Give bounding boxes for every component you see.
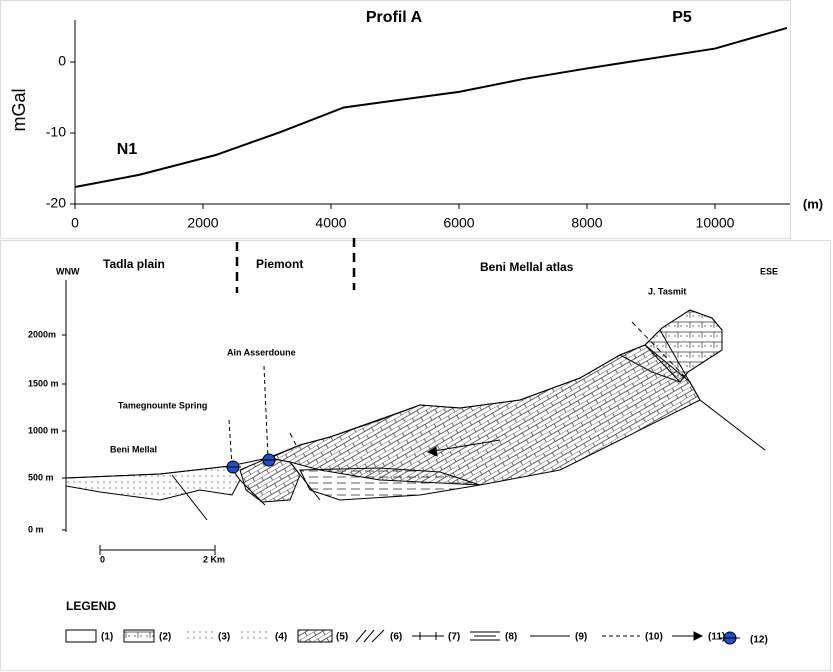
elevation-label: 1000 m [28, 425, 59, 435]
elevation-label: 2000m [28, 329, 56, 339]
x-tick-label: 8000 [571, 215, 602, 231]
spring-line [228, 419, 233, 467]
flow-arrow [427, 439, 501, 453]
legend-label: (10) [645, 632, 663, 643]
scale-label: 0 [100, 554, 105, 564]
fault [171, 461, 321, 521]
legend-label: (11) [708, 632, 725, 643]
zone-label: Piemont [256, 257, 303, 271]
legend-label: (12) [750, 635, 768, 646]
scale-label: 2 Km [203, 554, 225, 564]
direction-label: WNW [56, 266, 80, 276]
annotation: P5 [672, 9, 692, 26]
legend-label: (7) [448, 632, 460, 643]
zone-label: Tadla plain [103, 257, 165, 271]
legend-symbol [355, 629, 385, 643]
legend-symbol [183, 630, 213, 642]
legend-label: (3) [218, 632, 230, 643]
legend-symbol [470, 631, 500, 641]
x-tick-label: 0 [71, 215, 79, 231]
direction-label: ESE [760, 266, 778, 276]
legend-symbol [240, 630, 270, 642]
profile-line [74, 27, 788, 188]
legend [65, 629, 740, 645]
elevation-label: 0 m [28, 524, 44, 534]
y-tick-label: -20 [46, 195, 66, 211]
legend-symbol [297, 629, 333, 643]
x-tick-label: 6000 [443, 215, 474, 231]
fault [289, 321, 691, 446]
annotation: Profil A [366, 9, 423, 26]
chart-frame [0, 0, 791, 239]
legend-label: (5) [336, 632, 348, 643]
legend-label: (6) [390, 632, 402, 643]
legend-symbol [412, 632, 444, 640]
legend-label: (2) [159, 632, 171, 643]
x-axis-label: (m) [803, 196, 823, 211]
fault [659, 329, 766, 451]
profile-chart: Profil A P5 N1 mGal (m) -20 -10 0 0 2000 4000… [9, 9, 823, 230]
zone-label: Beni Mellal atlas [480, 260, 574, 274]
tasmit-unit [644, 309, 723, 383]
elevation-label: 500 m [28, 472, 54, 482]
y-tick-label: 0 [58, 53, 66, 69]
place-label: J. Tasmit [648, 286, 686, 296]
elevation-label: 1500 m [28, 378, 59, 388]
annotation: N1 [117, 141, 138, 158]
legend-title: LEGEND [66, 599, 116, 613]
arrow-head [426, 446, 438, 457]
limestone-unit [268, 344, 701, 486]
x-tick-label: 10000 [696, 215, 735, 231]
x-tick-label: 4000 [315, 215, 346, 231]
place-label: Tamegnounte Spring [118, 400, 207, 410]
legend-symbol [123, 629, 155, 643]
section-frame [0, 240, 831, 671]
spring-line [263, 365, 269, 459]
place-label: Beni Mellal [110, 444, 157, 454]
x-tick-label: 2000 [187, 215, 218, 231]
legend-label: (4) [275, 632, 287, 643]
y-tick-label: -10 [46, 124, 66, 140]
scale-ticks [99, 545, 216, 555]
legend-labels: (1) (2) (3) (4) (5) (6) (7) (8) (9) (10)… [101, 632, 768, 646]
marl-unit [299, 467, 481, 501]
legend-label: (1) [101, 632, 113, 643]
plain-deposits [65, 465, 241, 501]
cross-section [62, 238, 766, 555]
elevation-ticks [62, 334, 66, 531]
legend-label: (9) [575, 632, 587, 643]
y-axis-label: mGal [9, 88, 29, 131]
legend-symbol [693, 631, 704, 641]
spring-symbols [225, 453, 277, 474]
legend-label: (8) [505, 632, 517, 643]
place-label: Ain Asserdoune [227, 347, 296, 357]
legend-symbol [65, 629, 97, 643]
